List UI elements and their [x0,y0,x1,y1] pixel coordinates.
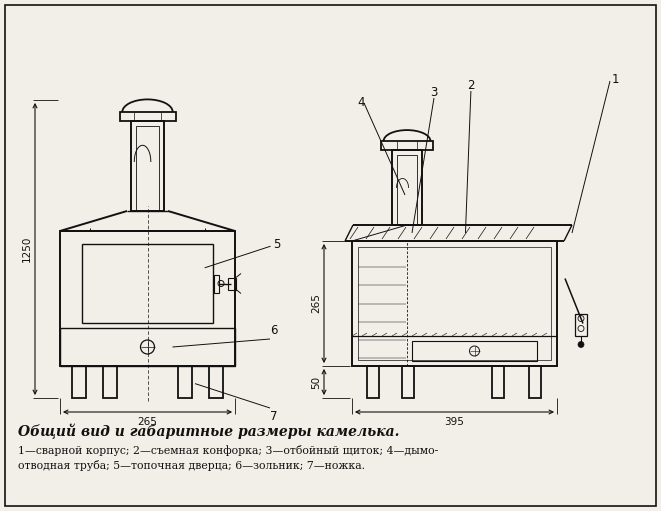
Bar [529,366,541,398]
Bar [392,150,422,225]
Bar [60,231,235,366]
Bar [209,366,223,398]
Bar [131,121,164,211]
Text: 2: 2 [467,79,475,92]
Bar [492,366,504,398]
Text: 265: 265 [311,293,321,313]
Text: 395: 395 [445,417,465,427]
Bar [72,366,86,398]
Bar [60,328,235,366]
Text: 4: 4 [357,96,364,109]
Circle shape [578,341,584,347]
Bar [103,366,117,398]
Bar [412,341,537,361]
Text: 1—сварной корпус; 2—съемная конфорка; 3—отбойный щиток; 4—дымо-: 1—сварной корпус; 2—съемная конфорка; 3—… [18,445,438,456]
Text: отводная труба; 5—топочная дверца; 6—зольник; 7—ножка.: отводная труба; 5—топочная дверца; 6—зол… [18,460,365,471]
Bar [178,366,192,398]
Bar [358,247,551,360]
Text: 6: 6 [270,324,278,337]
Bar [136,126,159,211]
Text: 1: 1 [612,73,619,86]
Text: 3: 3 [430,86,438,99]
Text: Общий вид и габаритные размеры камелька.: Общий вид и габаритные размеры камелька. [18,423,399,438]
Bar [82,244,213,323]
Bar [120,112,176,121]
Bar [214,274,219,292]
Bar [228,277,236,290]
Bar [402,366,414,398]
Bar [381,141,433,150]
Text: 7: 7 [270,410,278,423]
Bar [575,314,587,336]
Text: 5: 5 [205,238,280,268]
Bar [352,241,557,366]
Text: 1250: 1250 [22,236,32,262]
Bar [397,155,417,225]
Text: 265: 265 [137,417,157,427]
Bar [367,366,379,398]
Text: 50: 50 [311,376,321,388]
